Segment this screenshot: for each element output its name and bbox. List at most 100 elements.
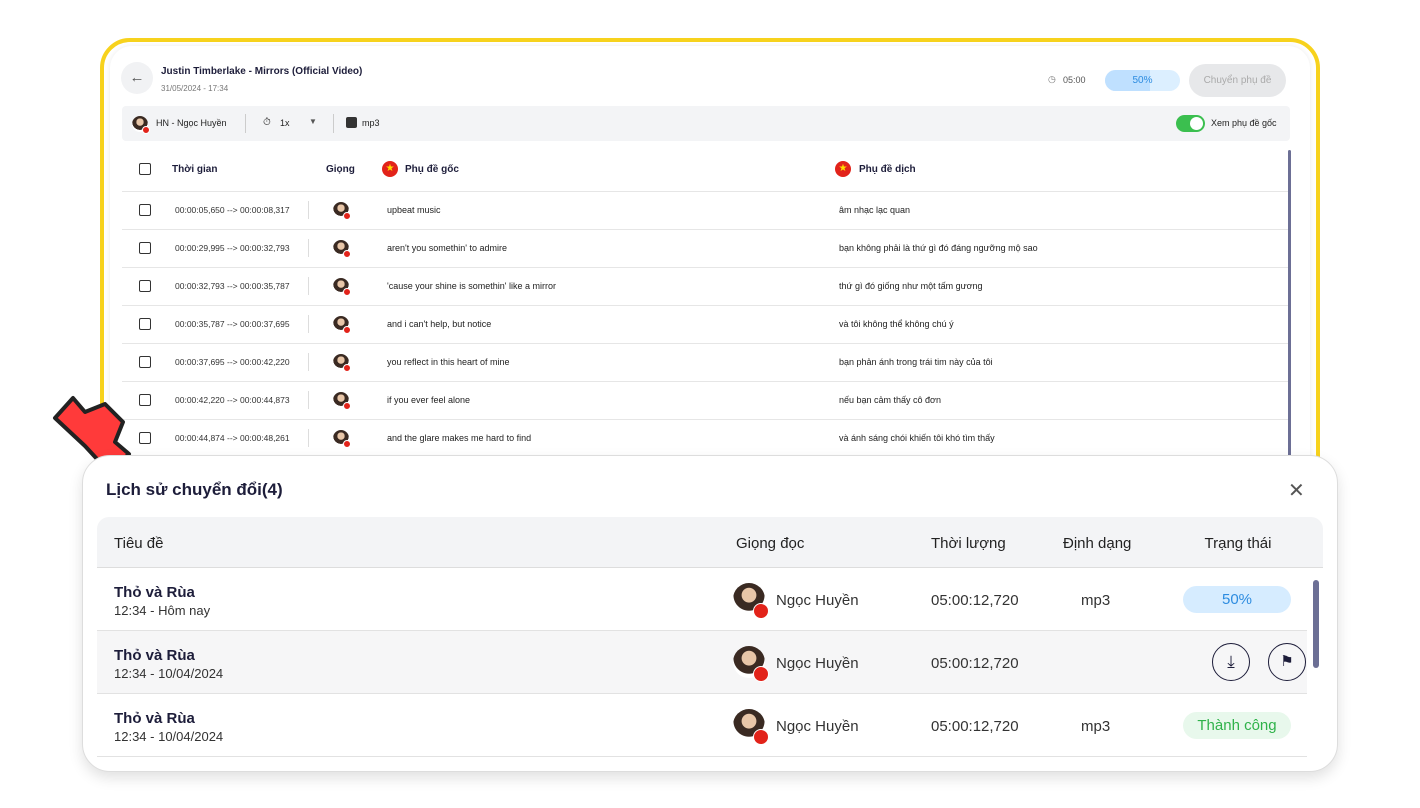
progress-pill (1105, 70, 1180, 91)
divider (308, 391, 309, 409)
row-format: mp3 (1081, 718, 1111, 735)
original-text: if you ever feel alone (387, 395, 471, 405)
time-range: 00:00:32,793 --> 00:00:35,787 (175, 281, 290, 291)
translated-text: âm nhạc lạc quan (839, 205, 911, 215)
voice-avatar (333, 354, 351, 372)
divider (308, 429, 309, 447)
status-pill: 50% (1183, 586, 1291, 613)
row-subtitle: 12:34 - 10/04/2024 (114, 729, 224, 744)
voice-avatar (333, 392, 351, 410)
voice-avatar (733, 646, 769, 682)
col-header: Phụ đề dịch (859, 164, 916, 175)
original-text: and i can't help, but notice (387, 319, 492, 329)
col-header: Định dạng (1063, 535, 1132, 552)
translated-text: nếu bạn cảm thấy cô đơn (839, 395, 941, 405)
video-date: 31/05/2024 - 17:34 (161, 84, 229, 93)
format-icon (346, 117, 357, 128)
history-row (97, 631, 1307, 694)
col-header: Trạng thái (1204, 535, 1272, 552)
scrollbar (1288, 150, 1291, 465)
divider (308, 277, 309, 295)
voice-avatar (333, 278, 351, 296)
row-subtitle: 12:34 - Hôm nay (114, 603, 211, 618)
video-title: Justin Timberlake - Mirrors (Official Vi… (161, 66, 363, 77)
col-header: Tiêu đề (114, 535, 164, 552)
row-duration: 05:00:12,720 (931, 592, 1019, 609)
row-duration: 05:00:12,720 (931, 718, 1019, 735)
checkbox[interactable] (139, 432, 151, 444)
divider (308, 315, 309, 333)
voice-avatar (333, 240, 351, 258)
checkbox[interactable] (139, 394, 151, 406)
col-header: Thời lượng (931, 535, 1006, 552)
row-divider (122, 229, 1288, 230)
toolbar-speed[interactable]: 1x (280, 118, 290, 128)
history-row (97, 568, 1307, 631)
checkbox[interactable] (139, 356, 151, 368)
time-range: 00:00:35,787 --> 00:00:37,695 (175, 319, 290, 329)
checkbox[interactable] (139, 280, 151, 292)
row-voice: Ngọc Huyền (776, 592, 859, 609)
checkbox[interactable] (139, 204, 151, 216)
col-header: Giọng (326, 164, 355, 175)
row-divider (122, 305, 1288, 306)
row-divider (122, 343, 1288, 344)
original-text: 'cause your shine is somethin' like a mi… (387, 281, 557, 291)
close-button[interactable]: ✕ (1288, 480, 1305, 502)
convert-button[interactable]: Chuyển phụ đề (1189, 64, 1286, 97)
translated-text: và tôi không thể không chú ý (839, 319, 954, 329)
translated-text: bạn phản ánh trong trái tim này của tôi (839, 357, 993, 367)
row-voice: Ngọc Huyền (776, 655, 859, 672)
toolbar-format: mp3 (362, 118, 380, 128)
row-title: Thỏ và Rùa (114, 584, 195, 601)
clock-icon: ◷ (1048, 74, 1056, 84)
divider (308, 353, 309, 371)
col-header: Phụ đề gốc (405, 164, 459, 175)
row-duration: 05:00:12,720 (931, 655, 1019, 672)
toggle-label: Xem phụ đề gốc (1211, 118, 1277, 128)
checkbox[interactable] (139, 242, 151, 254)
voice-avatar (333, 316, 351, 334)
divider (333, 114, 334, 133)
row-subtitle: 12:34 - 10/04/2024 (114, 666, 224, 681)
translated-text: bạn không phải là thứ gì đó đáng ngưỡng … (839, 243, 1038, 253)
toolbar-voice[interactable]: HN - Ngọc Huyền (156, 118, 227, 128)
voice-avatar (733, 709, 769, 745)
flag-button[interactable]: ⚑ (1268, 643, 1306, 681)
row-title: Thỏ và Rùa (114, 647, 195, 664)
dropdown-arrow[interactable]: ▼ (309, 117, 317, 126)
checkbox[interactable] (139, 163, 151, 175)
row-voice: Ngọc Huyền (776, 718, 859, 735)
time-range: 00:00:37,695 --> 00:00:42,220 (175, 357, 290, 367)
translated-text: thứ gì đó giống như một tấm gương (839, 281, 983, 291)
voice-avatar (132, 116, 150, 134)
original-text: upbeat music (387, 205, 441, 215)
back-button[interactable]: ← (121, 62, 153, 94)
speed-icon: ⏱ (263, 117, 271, 128)
divider (308, 201, 309, 219)
time-range: 00:00:42,220 --> 00:00:44,873 (175, 395, 290, 405)
scrollbar (1313, 580, 1319, 668)
voice-avatar (733, 583, 769, 619)
voice-avatar (333, 202, 351, 220)
modal-title: Lịch sử chuyển đổi(4) (106, 480, 283, 499)
divider (308, 239, 309, 257)
time-range: 00:00:29,995 --> 00:00:32,793 (175, 243, 290, 253)
flag: ★ (835, 161, 851, 177)
col-header: Giọng đọc (736, 535, 805, 552)
download-button[interactable]: ⤓ (1212, 643, 1250, 681)
original-text: you reflect in this heart of mine (387, 357, 510, 367)
row-divider (122, 191, 1288, 192)
history-header (97, 517, 1323, 568)
duration: 05:00 (1063, 75, 1086, 85)
row-title: Thỏ và Rùa (114, 710, 195, 727)
checkbox[interactable] (139, 318, 151, 330)
original-text: aren't you somethin' to admire (387, 243, 507, 253)
col-header: Thời gian (172, 164, 218, 175)
flag: ★ (382, 161, 398, 177)
history-row (97, 694, 1307, 757)
row-divider (122, 381, 1288, 382)
time-range: 00:00:05,650 --> 00:00:08,317 (175, 205, 290, 215)
toggle[interactable] (1176, 115, 1205, 132)
